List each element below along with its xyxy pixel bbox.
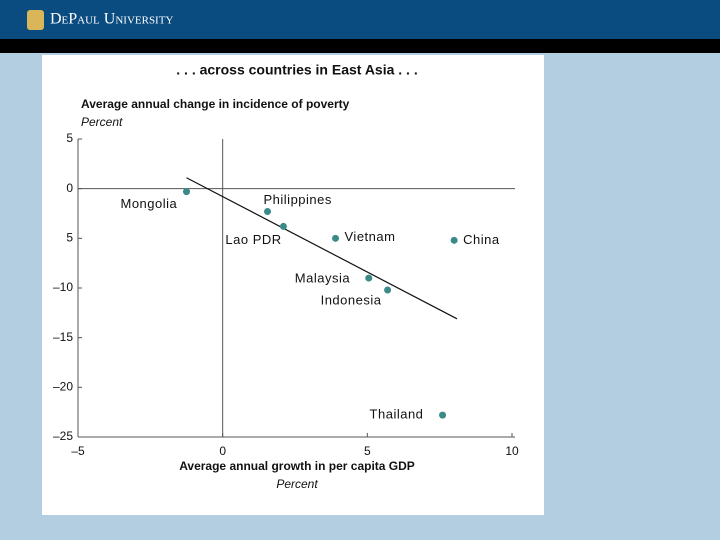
data-point — [365, 274, 373, 282]
y-tick-label: 5 — [66, 231, 73, 245]
data-point — [183, 188, 190, 196]
trend-line — [186, 177, 458, 320]
data-point — [450, 236, 458, 244]
x-tick-label: 5 — [364, 444, 371, 458]
data-point — [439, 411, 447, 419]
x-tick-label: 0 — [219, 444, 226, 458]
data-point — [279, 222, 287, 230]
point-label: China — [463, 232, 500, 247]
y-axis-label: Average annual change in incidence of po… — [81, 97, 350, 111]
y-tick-label: –25 — [53, 429, 73, 443]
x-axis-label: Average annual growth in per capita GDP — [179, 459, 415, 473]
point-label: Lao PDR — [225, 232, 281, 247]
y-axis-unit: Percent — [81, 115, 123, 129]
point-label: Philippines — [264, 192, 332, 207]
y-tick-label: –10 — [53, 280, 73, 294]
x-axis-unit: Percent — [276, 477, 318, 491]
y-tick-label: 0 — [66, 181, 73, 195]
chart-panel — [42, 55, 544, 515]
y-tick-label: –20 — [53, 380, 73, 394]
y-tick-label: 5 — [66, 131, 73, 145]
header-rule — [0, 39, 720, 53]
point-label: Thailand — [370, 407, 424, 422]
point-label: Indonesia — [321, 292, 382, 307]
data-point — [264, 208, 272, 216]
logo-text: DePaul University — [50, 11, 173, 28]
x-tick-label: 10 — [505, 444, 519, 458]
data-point — [332, 234, 340, 242]
logo-shield — [27, 10, 44, 30]
point-label: Vietnam — [345, 229, 396, 244]
chart-title: . . . across countries in East Asia . . … — [176, 62, 417, 78]
data-point — [384, 286, 392, 294]
header-bar — [0, 0, 720, 39]
x-tick-label: –5 — [71, 444, 85, 458]
point-label: Mongolia — [121, 196, 178, 211]
y-tick-label: –15 — [53, 330, 73, 344]
point-label: Malaysia — [295, 271, 351, 286]
